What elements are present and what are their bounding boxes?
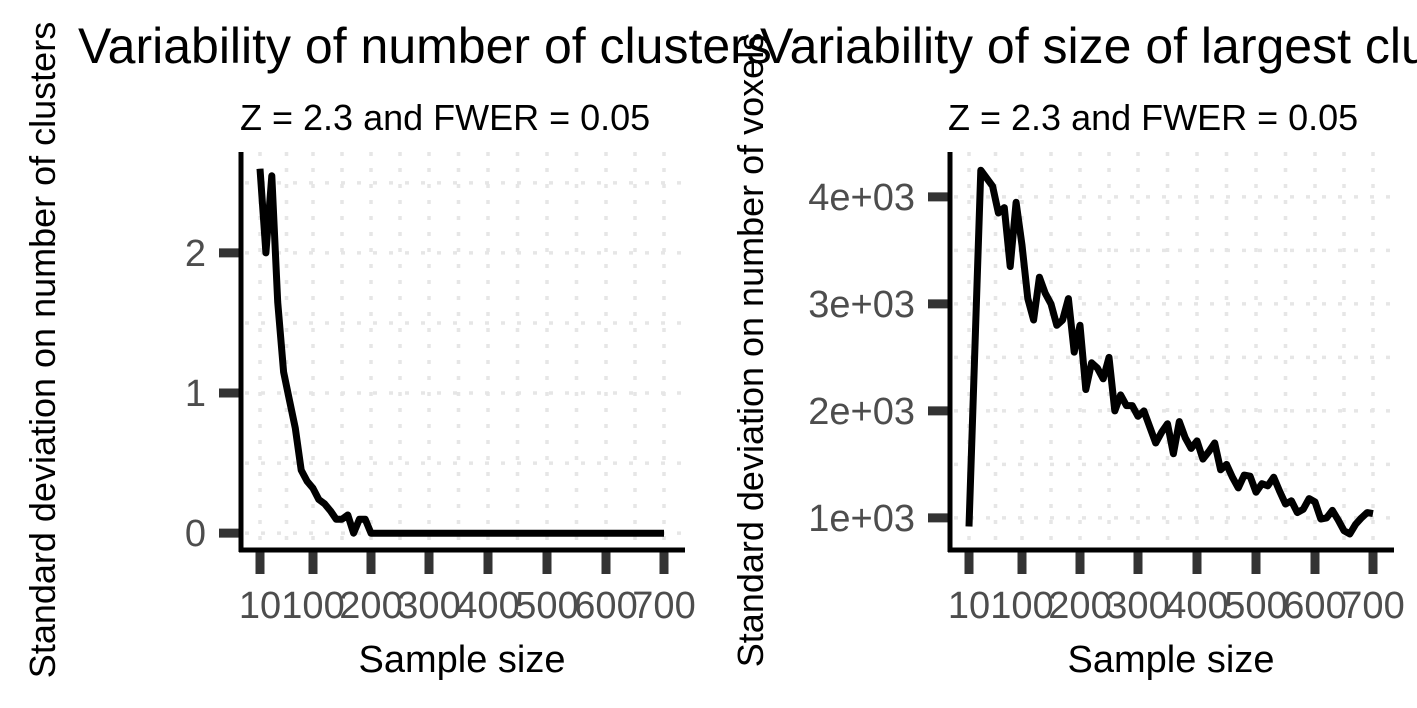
right-y-axis-label: Standard deviation on number of voxels <box>730 33 771 667</box>
x-tick-label: 500 <box>515 585 578 627</box>
x-tick-label: 700 <box>1341 585 1404 627</box>
x-tick-label: 600 <box>574 585 637 627</box>
right-x-axis-label: Sample size <box>1068 639 1275 681</box>
x-tick-label: 400 <box>1165 585 1228 627</box>
x-tick-label: 100 <box>281 585 344 627</box>
y-tick-label: 0 <box>185 513 206 555</box>
right-ticks: 1e+03 2e+03 3e+03 4e+03 10 100200300400500600… <box>808 177 1404 627</box>
panel-right: Variability of size of largest cluster Z… <box>730 18 1417 681</box>
series-line <box>256 168 664 537</box>
left-y-axis-label: Standard deviation on number of clusters <box>22 22 63 678</box>
x-tick-label: 600 <box>1283 585 1346 627</box>
y-tick-label: 1e+03 <box>808 498 915 540</box>
x-tick-label: 700 <box>632 585 695 627</box>
left-chart-subtitle: Z = 2.3 and FWER = 0.05 <box>240 97 650 138</box>
x-tick-label: 100 <box>990 585 1053 627</box>
right-series <box>965 166 1374 538</box>
y-tick-label: 3e+03 <box>808 284 915 326</box>
series-line <box>965 166 1374 538</box>
x-tick-label: 400 <box>456 585 519 627</box>
right-chart-subtitle: Z = 2.3 and FWER = 0.05 <box>948 97 1358 138</box>
x-tick-label: 300 <box>397 585 460 627</box>
right-chart-title: Variability of size of largest cluster <box>760 18 1417 74</box>
x-tick-label: 200 <box>1048 585 1111 627</box>
y-tick-label: 2e+03 <box>808 391 915 433</box>
x-tick-label: 200 <box>339 585 402 627</box>
panel-left: Variability of number of clusters Z = 2.… <box>22 18 772 681</box>
left-chart-title: Variability of number of clusters <box>78 18 772 74</box>
left-x-axis-label: Sample size <box>359 639 566 681</box>
y-tick-label: 4e+03 <box>808 177 915 219</box>
x-tick-label: 500 <box>1224 585 1287 627</box>
x-tick-label: 10 <box>948 585 990 627</box>
x-tick-label: 300 <box>1106 585 1169 627</box>
x-tick-label: 10 <box>239 585 281 627</box>
right-grid <box>954 152 1394 547</box>
left-series <box>256 168 664 537</box>
y-tick-label: 1 <box>185 373 206 415</box>
left-grid <box>245 152 685 547</box>
y-tick-label: 2 <box>185 233 206 275</box>
